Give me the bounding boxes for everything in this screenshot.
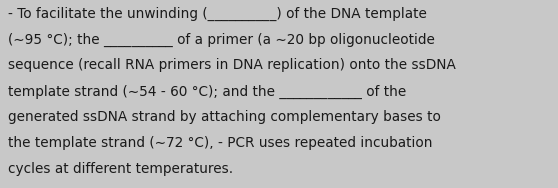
Text: - To facilitate the unwinding (__________) of the DNA template: - To facilitate the unwinding (_________…: [8, 7, 427, 21]
Text: generated ssDNA strand by attaching complementary bases to: generated ssDNA strand by attaching comp…: [8, 110, 441, 124]
Text: sequence (recall RNA primers in DNA replication) onto the ssDNA: sequence (recall RNA primers in DNA repl…: [8, 58, 456, 72]
Text: cycles at different temperatures.: cycles at different temperatures.: [8, 162, 233, 176]
Text: template strand (∼54 - 60 °C); and the ____________ of the: template strand (∼54 - 60 °C); and the _…: [8, 84, 407, 99]
Text: (∼95 °C); the __________ of a primer (a ∼20 bp oligonucleotide: (∼95 °C); the __________ of a primer (a …: [8, 33, 435, 47]
Text: the template strand (∼72 °C), - PCR uses repeated incubation: the template strand (∼72 °C), - PCR uses…: [8, 136, 433, 150]
